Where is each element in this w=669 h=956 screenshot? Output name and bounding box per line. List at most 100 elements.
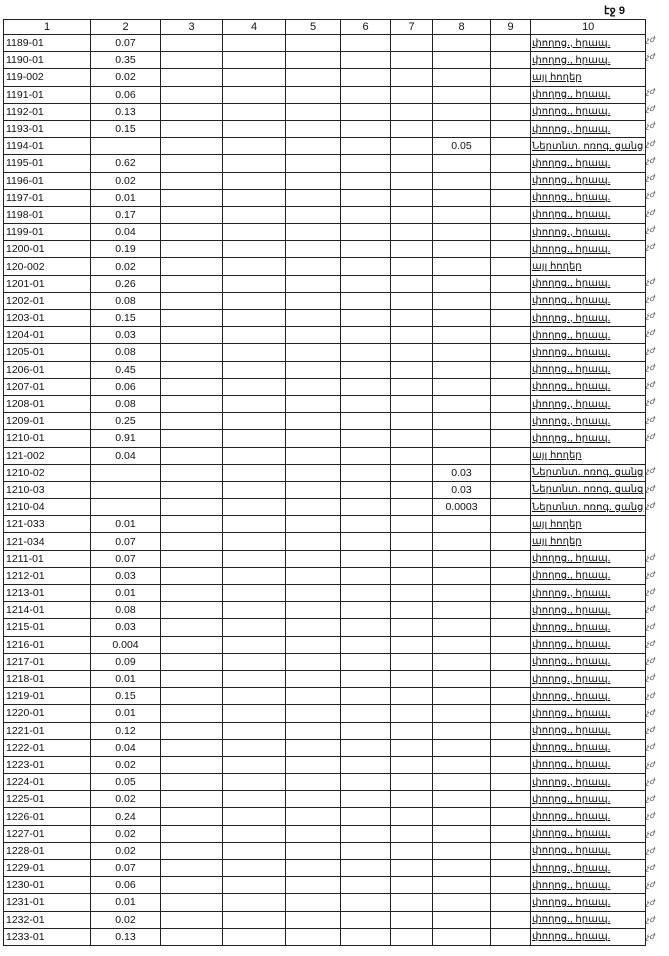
empty-cell [490, 927, 531, 946]
empty-cell [222, 154, 286, 173]
empty-cell [340, 583, 391, 603]
empty-cell [160, 515, 223, 534]
area-value: 0.06 [90, 876, 161, 895]
irrigation-area-value [432, 773, 491, 792]
empty-cell [340, 377, 391, 396]
land-type: փողոց., հրապ. [529, 566, 647, 586]
empty-cell [285, 446, 341, 465]
table-row: 1233-01 0.13 փողոց., հրապ. [3, 927, 647, 946]
table-row: 1231-01 0.01 փողոց., հրապ. [3, 893, 647, 912]
margin-mark: չժ [646, 828, 655, 838]
land-type: Ներտնտ. ոռոգ. ցանց [529, 480, 647, 500]
empty-cell [222, 102, 286, 121]
table-row: 1208-01 0.08 փողոց., հրապ. [3, 394, 647, 414]
column-header-1: 1 [3, 19, 91, 35]
empty-cell [490, 446, 531, 465]
empty-cell [390, 721, 433, 740]
empty-cell [160, 618, 223, 637]
empty-cell [340, 635, 391, 654]
parcel-code: 1233-01 [3, 927, 91, 946]
irrigation-area-value [432, 240, 491, 259]
table-row: 1212-01 0.03 փողոց., հրապ. [3, 566, 647, 586]
empty-cell [490, 498, 531, 517]
empty-cell [490, 910, 531, 929]
area-value: 0.01 [90, 704, 161, 723]
margin-mark: չժ [646, 811, 655, 821]
parcel-code: 1196-01 [3, 171, 91, 190]
empty-cell [222, 532, 286, 551]
empty-cell [160, 240, 223, 259]
empty-cell [390, 343, 433, 362]
land-type: փողոց., հրապ. [529, 704, 647, 723]
empty-cell [285, 790, 341, 809]
empty-cell [222, 360, 286, 379]
land-type: փողոց., հրապ. [529, 618, 647, 637]
empty-cell [340, 618, 391, 637]
area-value: 0.03 [90, 326, 161, 345]
empty-cell [285, 308, 341, 328]
land-type: այլ հողեր [529, 532, 647, 551]
column-header-5: 5 [285, 19, 341, 35]
irrigation-area-value [432, 704, 491, 723]
margin-mark: չժ [646, 794, 655, 803]
parcel-code: 1210-02 [3, 463, 91, 482]
empty-cell [285, 68, 341, 87]
column-header-4: 4 [222, 19, 286, 35]
area-value: 0.004 [90, 635, 161, 654]
empty-cell [390, 601, 433, 620]
parcel-code: 1226-01 [3, 807, 91, 826]
empty-cell [222, 910, 286, 929]
margin-mark: չժ [646, 483, 655, 493]
irrigation-area-value [432, 360, 491, 379]
parcel-code: 1205-01 [3, 343, 91, 362]
empty-cell [340, 102, 391, 121]
land-type: փողոց., հրապ. [529, 790, 647, 809]
area-value: 0.01 [90, 893, 161, 912]
empty-cell [160, 532, 223, 551]
parcel-code: 1204-01 [3, 326, 91, 345]
margin-mark: չժ [646, 690, 655, 700]
empty-cell [340, 687, 391, 706]
margin-mark: չժ [646, 328, 655, 338]
empty-cell [285, 583, 341, 603]
irrigation-area-value [432, 515, 491, 534]
land-type: փողոց., հրապ. [529, 154, 647, 173]
irrigation-area-value: 0.03 [432, 480, 491, 500]
land-type: Ներտնտ. ոռոգ. ցանց [529, 498, 647, 517]
empty-cell [490, 876, 531, 895]
empty-cell [340, 119, 391, 139]
empty-cell [285, 910, 341, 929]
area-value: 0.08 [90, 343, 161, 362]
empty-cell [390, 171, 433, 190]
land-type: փողոց., հրապ. [529, 824, 647, 843]
parcel-code: 1212-01 [3, 566, 91, 586]
table-row: 1193-01 0.15 փողոց., հրապ. [3, 119, 647, 139]
empty-cell [490, 721, 531, 740]
area-value: 0.13 [90, 927, 161, 946]
land-type: փողոց., հրապ. [529, 171, 647, 190]
margin-mark: չժ [646, 897, 655, 907]
empty-cell [160, 343, 223, 362]
margin-mark: չժ [646, 656, 655, 665]
margin-mark: չժ [646, 587, 655, 596]
irrigation-area-value [432, 532, 491, 551]
empty-cell [340, 790, 391, 809]
empty-cell [490, 429, 531, 448]
empty-cell [340, 669, 391, 689]
empty-cell [222, 463, 286, 482]
empty-cell [340, 343, 391, 362]
table-row: 120-002 0.02 այլ հողեր [3, 257, 647, 276]
empty-cell [340, 480, 391, 500]
empty-cell [160, 360, 223, 379]
empty-cell [490, 583, 531, 603]
empty-cell [160, 652, 223, 671]
empty-cell [390, 515, 433, 534]
parcel-code: 1230-01 [3, 876, 91, 895]
table-row: 1205-01 0.08 փողոց., հրապ. [3, 343, 647, 362]
empty-cell [490, 394, 531, 414]
empty-cell [222, 85, 286, 104]
irrigation-area-value [432, 738, 491, 757]
margin-mark: չժ [646, 638, 655, 648]
empty-cell [490, 51, 531, 70]
empty-cell [222, 137, 286, 156]
